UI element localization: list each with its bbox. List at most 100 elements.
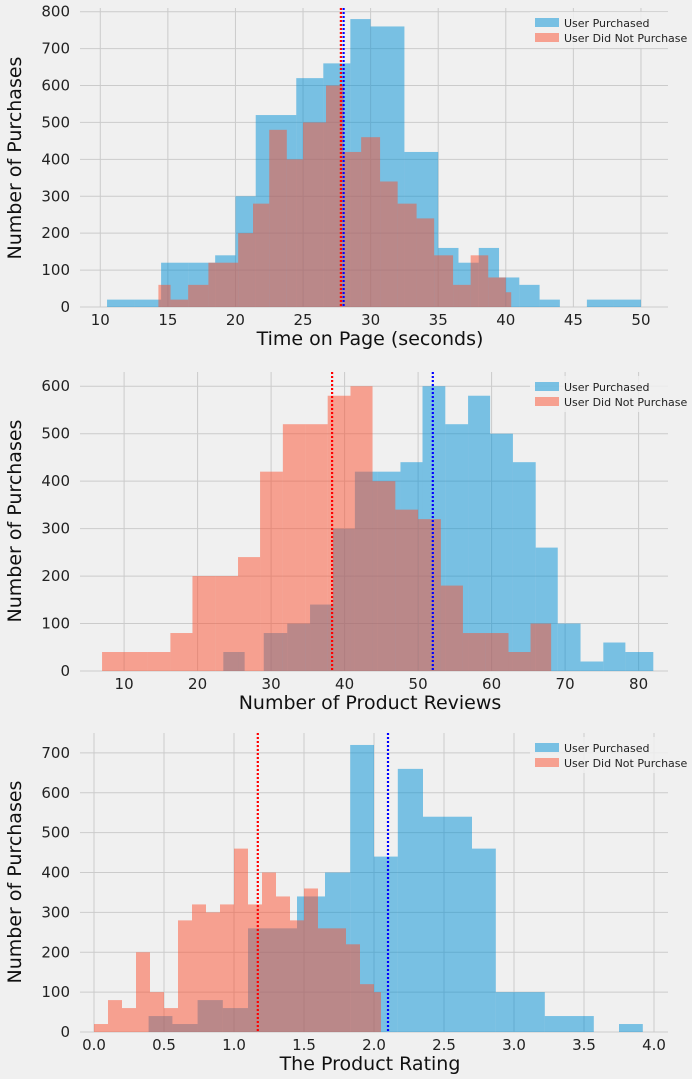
x-tick-label: 45 [564, 311, 583, 329]
y-tick-label: 0 [60, 1023, 70, 1041]
histogram-bar [495, 992, 545, 1032]
y-tick-label: 400 [41, 864, 70, 882]
y-tick-label: 300 [41, 520, 70, 538]
histogram-bar [122, 1008, 136, 1032]
histogram-bar [374, 992, 381, 1032]
histogram-bar [512, 462, 536, 671]
histogram-bar [539, 299, 560, 307]
histogram-bar [136, 952, 150, 1032]
histogram-bar [220, 904, 234, 1032]
histogram-bar [472, 848, 496, 1032]
x-axis-label: Number of Product Reviews [239, 692, 502, 714]
x-tick-label: 20 [188, 675, 207, 693]
series-not-purchased [158, 85, 512, 307]
y-axis-label: Number of Purchases [4, 57, 26, 260]
legend-label-purchased: User Purchased [564, 17, 650, 30]
histogram-bar [505, 292, 512, 307]
histogram-bar [490, 433, 513, 671]
y-tick-label: 700 [41, 744, 70, 762]
x-tick-label: 0.0 [82, 1036, 106, 1054]
y-tick-label: 700 [41, 40, 70, 58]
legend-swatch-not-purchased [535, 33, 559, 42]
x-tick-label: 70 [556, 675, 575, 693]
series-not-purchased [102, 386, 552, 671]
histogram-bar [108, 1000, 122, 1032]
histogram-bar [557, 623, 581, 671]
legend-swatch-purchased [535, 743, 559, 752]
x-tick-label: 20 [226, 311, 245, 329]
histogram-bar [544, 1016, 570, 1032]
histogram-bar [253, 203, 270, 307]
histogram-bar [395, 509, 419, 671]
histogram-bar [158, 284, 171, 307]
histogram-bar [508, 652, 531, 671]
histogram-bar [613, 299, 641, 307]
histogram-bar [332, 928, 346, 1032]
histogram-bar [468, 395, 491, 671]
y-tick-label: 400 [41, 150, 70, 168]
legend: User Purchased User Did Not Purchase [530, 737, 688, 773]
histogram-bar [485, 633, 509, 671]
histogram-bar [434, 255, 454, 307]
histogram-bar [188, 284, 209, 307]
y-axis-label: Number of Purchases [4, 420, 26, 623]
legend-swatch-not-purchased [535, 758, 559, 767]
histogram-bar [318, 928, 332, 1032]
histogram-bar [134, 299, 162, 307]
histogram-bar [290, 920, 304, 1032]
histogram-bar [453, 284, 471, 307]
y-axis-label: Number of Purchases [4, 781, 26, 984]
histogram-bar [619, 1024, 643, 1032]
histogram-bar [327, 395, 351, 671]
y-tick-label: 200 [41, 943, 70, 961]
y-tick-label: 600 [41, 377, 70, 395]
histogram-bar [248, 904, 262, 1032]
histogram-bar [488, 277, 506, 307]
y-tick-label: 300 [41, 903, 70, 921]
histogram-bar [346, 944, 360, 1032]
chart-panel-3: 0.0 0.5 1.0 1.5 2.0 2.5 3.0 3.5 4.0 0 100 200 300 400… [4, 733, 688, 1075]
legend-label-not-purchased: User Did Not Purchase [564, 32, 688, 45]
y-tick-label: 800 [41, 3, 70, 21]
histogram-bar [107, 299, 135, 307]
histogram-bar [470, 255, 489, 307]
legend-swatch-not-purchased [535, 397, 559, 406]
x-tick-label: 2.5 [432, 1036, 456, 1054]
x-axis-label: The Product Rating [279, 1053, 461, 1075]
x-axis-label: Time on Page (seconds) [256, 328, 484, 350]
legend-label-not-purchased: User Did Not Purchase [564, 396, 688, 409]
x-tick-label: 10 [91, 311, 110, 329]
x-tick-label: 35 [429, 311, 448, 329]
histogram-bar [170, 299, 189, 307]
y-tick-label: 500 [41, 113, 70, 131]
x-tick-label: 80 [629, 675, 648, 693]
y-tick-label: 100 [41, 261, 70, 279]
legend-swatch-purchased [535, 382, 559, 391]
chart-panel-2: 10 20 30 40 50 60 70 80 0 100 200 300 400 500 600 Numbe… [4, 372, 688, 714]
y-tick-label: 600 [41, 784, 70, 802]
histogram-bar [238, 233, 254, 307]
histogram-bar [372, 481, 396, 671]
histogram-bar [206, 912, 220, 1032]
y-tick-label: 300 [41, 187, 70, 205]
histogram-bar [570, 1016, 594, 1032]
histogram-bar [440, 585, 463, 671]
x-tick-label: 0.5 [152, 1036, 176, 1054]
y-tick-label: 100 [41, 615, 70, 633]
x-tick-label: 40 [335, 675, 354, 693]
legend: User Purchased User Did Not Purchase [530, 376, 688, 412]
legend-label-not-purchased: User Did Not Purchase [564, 757, 688, 770]
x-tick-label: 3.0 [502, 1036, 526, 1054]
histogram-bar [603, 642, 626, 671]
x-tick-label: 15 [158, 311, 177, 329]
histogram-bar [418, 519, 441, 671]
histogram-bar [262, 872, 276, 1032]
histogram-bar [94, 1024, 108, 1032]
histogram-bar [586, 299, 614, 307]
histogram-bar [397, 203, 417, 307]
y-tick-label: 600 [41, 77, 70, 95]
histogram-bar [170, 633, 193, 671]
histogram-bar [304, 888, 318, 1032]
histogram-bar [238, 557, 261, 671]
histogram-bar [286, 159, 304, 307]
